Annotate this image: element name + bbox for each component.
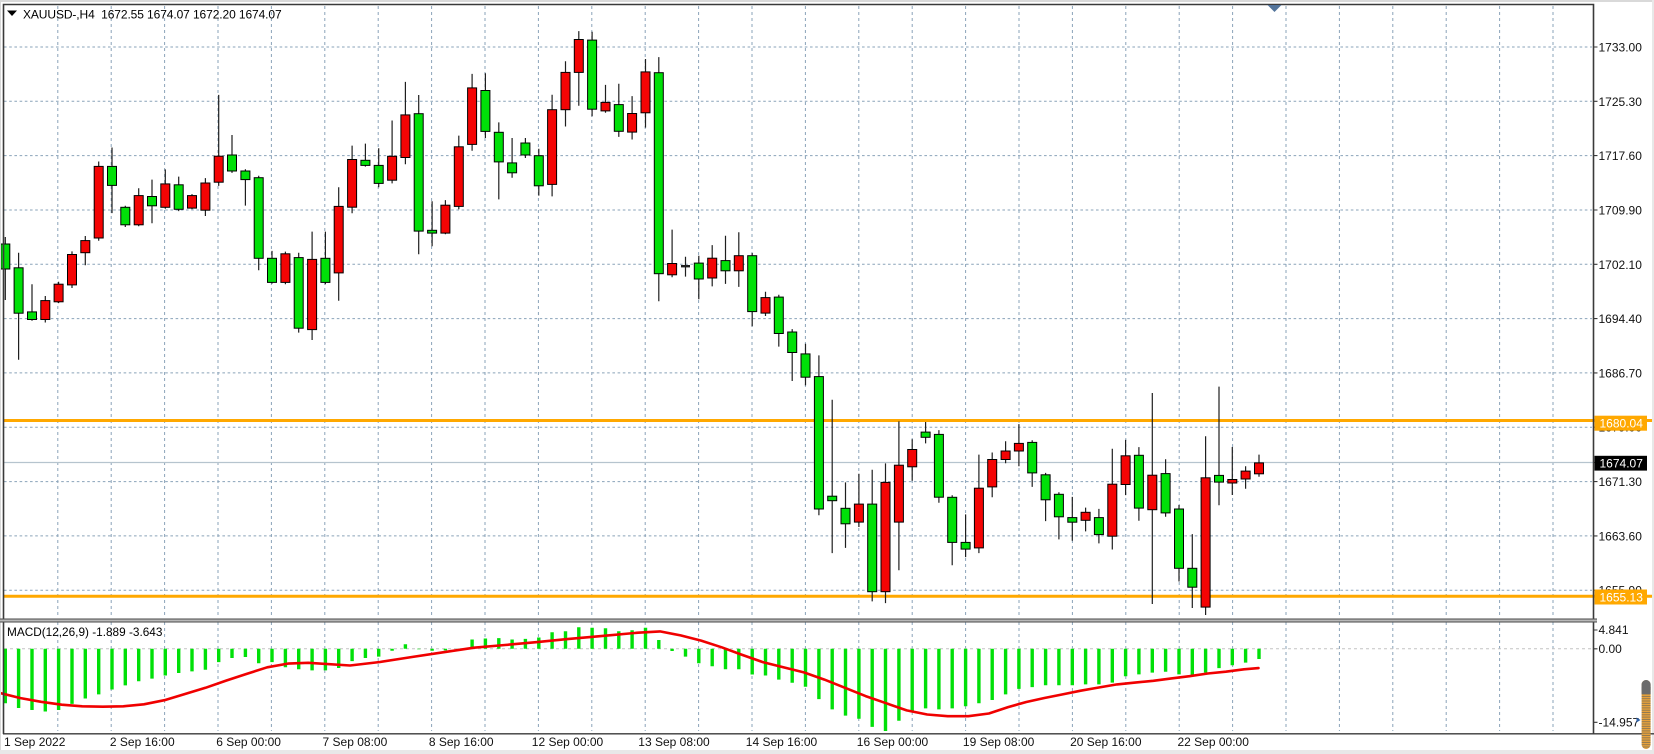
svg-text:16 Sep 00:00: 16 Sep 00:00	[857, 735, 929, 749]
svg-text:1733.00: 1733.00	[1599, 41, 1643, 55]
svg-text:1655.13: 1655.13	[1600, 590, 1644, 604]
svg-text:19 Sep 08:00: 19 Sep 08:00	[963, 735, 1035, 749]
svg-text:1725.30: 1725.30	[1599, 95, 1643, 109]
svg-text:22 Sep 00:00: 22 Sep 00:00	[1177, 735, 1249, 749]
svg-text:1674.07: 1674.07	[1600, 457, 1644, 471]
svg-text:1702.10: 1702.10	[1599, 258, 1643, 272]
svg-text:1709.90: 1709.90	[1599, 204, 1643, 218]
svg-text:12 Sep 00:00: 12 Sep 00:00	[532, 735, 604, 749]
svg-text:1680.04: 1680.04	[1600, 417, 1644, 431]
svg-text:1663.60: 1663.60	[1599, 529, 1643, 543]
svg-text:MACD(12,26,9) -1.889 -3.643: MACD(12,26,9) -1.889 -3.643	[7, 625, 163, 639]
svg-text:8 Sep 16:00: 8 Sep 16:00	[429, 735, 494, 749]
svg-text:1671.30: 1671.30	[1599, 475, 1643, 489]
svg-text:XAUUSD-,H4 1672.55 1674.07 16: XAUUSD-,H4 1672.55 1674.07 1672.20 1674.…	[23, 7, 282, 21]
svg-text:0.00: 0.00	[1599, 642, 1623, 656]
svg-text:4.841: 4.841	[1599, 623, 1629, 637]
svg-text:1686.70: 1686.70	[1599, 366, 1643, 380]
svg-text:2 Sep 16:00: 2 Sep 16:00	[110, 735, 175, 749]
svg-text:-14.957: -14.957	[1599, 716, 1640, 730]
svg-text:7 Sep 08:00: 7 Sep 08:00	[323, 735, 388, 749]
svg-text:6 Sep 00:00: 6 Sep 00:00	[216, 735, 281, 749]
svg-text:1717.60: 1717.60	[1599, 149, 1643, 163]
svg-text:14 Sep 16:00: 14 Sep 16:00	[746, 735, 818, 749]
svg-text:1694.40: 1694.40	[1599, 312, 1643, 326]
svg-text:20 Sep 16:00: 20 Sep 16:00	[1070, 735, 1142, 749]
svg-text:1 Sep 2022: 1 Sep 2022	[4, 735, 66, 749]
svg-text:13 Sep 08:00: 13 Sep 08:00	[638, 735, 710, 749]
